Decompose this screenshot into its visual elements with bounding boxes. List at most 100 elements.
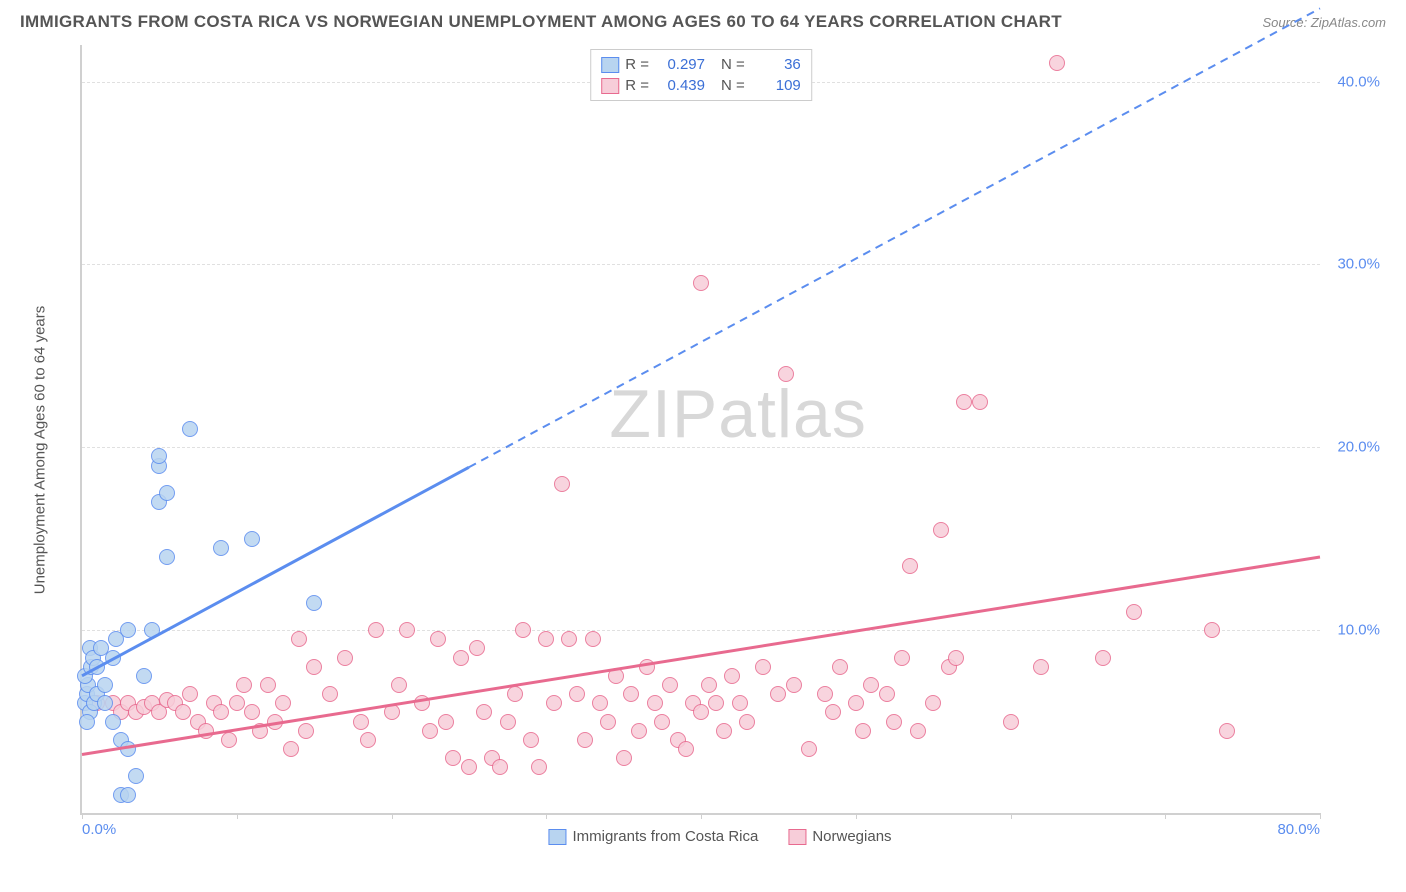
scatter-point — [306, 659, 322, 675]
scatter-point — [353, 714, 369, 730]
x-tick — [392, 813, 393, 819]
scatter-point — [1204, 622, 1220, 638]
scatter-point — [89, 659, 105, 675]
scatter-point — [151, 448, 167, 464]
scatter-point — [879, 686, 895, 702]
scatter-point — [182, 421, 198, 437]
scatter-point — [159, 549, 175, 565]
scatter-point — [701, 677, 717, 693]
scatter-point — [97, 677, 113, 693]
scatter-point — [97, 695, 113, 711]
scatter-point — [693, 275, 709, 291]
source-credit: Source: ZipAtlas.com — [1262, 15, 1386, 30]
scatter-point — [956, 394, 972, 410]
stat-r-value-1: 0.439 — [655, 75, 705, 96]
scatter-point — [600, 714, 616, 730]
stat-n-label: N = — [721, 54, 745, 75]
scatter-point — [639, 659, 655, 675]
gridline — [82, 447, 1320, 448]
scatter-point — [894, 650, 910, 666]
scatter-point — [855, 723, 871, 739]
scatter-point — [848, 695, 864, 711]
scatter-point — [275, 695, 291, 711]
x-tick — [1011, 813, 1012, 819]
watermark: ZIPatlas — [609, 375, 866, 453]
scatter-point — [120, 741, 136, 757]
stat-n-value-1: 109 — [751, 75, 801, 96]
scatter-point — [337, 650, 353, 666]
scatter-point — [298, 723, 314, 739]
gridline — [82, 264, 1320, 265]
scatter-point — [360, 732, 376, 748]
scatter-point — [391, 677, 407, 693]
scatter-point — [554, 476, 570, 492]
scatter-point — [492, 759, 508, 775]
scatter-point — [561, 631, 577, 647]
scatter-point — [159, 485, 175, 501]
scatter-point — [244, 704, 260, 720]
scatter-point — [577, 732, 593, 748]
scatter-point — [1033, 659, 1049, 675]
scatter-point — [422, 723, 438, 739]
x-tick — [82, 813, 83, 819]
x-tick — [1320, 813, 1321, 819]
x-tick — [546, 813, 547, 819]
scatter-point — [786, 677, 802, 693]
scatter-point — [724, 668, 740, 684]
scatter-point — [120, 622, 136, 638]
x-tick — [237, 813, 238, 819]
scatter-point — [384, 704, 400, 720]
scatter-point — [972, 394, 988, 410]
scatter-point — [863, 677, 879, 693]
scatter-point — [198, 723, 214, 739]
x-tick — [856, 813, 857, 819]
scatter-point — [438, 714, 454, 730]
scatter-point — [213, 704, 229, 720]
x-tick — [1165, 813, 1166, 819]
scatter-point — [631, 723, 647, 739]
scatter-point — [739, 714, 755, 730]
scatter-point — [291, 631, 307, 647]
trend-lines — [82, 45, 1320, 813]
scatter-point — [1003, 714, 1019, 730]
plot-area: ZIPatlas R = 0.297 N = 36 R = 0.439 N = … — [80, 45, 1320, 815]
scatter-point — [608, 668, 624, 684]
swatch-series-0 — [548, 829, 566, 845]
scatter-point — [399, 622, 415, 638]
scatter-point — [236, 677, 252, 693]
scatter-point — [1126, 604, 1142, 620]
scatter-point — [79, 714, 95, 730]
swatch-series-1 — [788, 829, 806, 845]
scatter-point — [500, 714, 516, 730]
stat-n-label: N = — [721, 75, 745, 96]
legend-item-0: Immigrants from Costa Rica — [548, 828, 758, 845]
scatter-point — [546, 695, 562, 711]
scatter-point — [260, 677, 276, 693]
y-tick-label: 30.0% — [1337, 256, 1380, 273]
scatter-point — [322, 686, 338, 702]
scatter-point — [136, 668, 152, 684]
scatter-point — [476, 704, 492, 720]
x-tick-label: 0.0% — [82, 821, 116, 838]
scatter-point — [678, 741, 694, 757]
legend-stats-row-0: R = 0.297 N = 36 — [601, 54, 801, 75]
watermark-atlas: atlas — [718, 376, 867, 452]
chart-container: Unemployment Among Ages 60 to 64 years Z… — [50, 45, 1390, 855]
swatch-series-0 — [601, 57, 619, 73]
scatter-point — [933, 522, 949, 538]
scatter-point — [569, 686, 585, 702]
stat-n-value-0: 36 — [751, 54, 801, 75]
scatter-point — [948, 650, 964, 666]
scatter-point — [732, 695, 748, 711]
stat-r-label: R = — [625, 75, 649, 96]
scatter-point — [267, 714, 283, 730]
scatter-point — [430, 631, 446, 647]
scatter-point — [654, 714, 670, 730]
scatter-point — [507, 686, 523, 702]
gridline — [82, 630, 1320, 631]
x-tick-label: 80.0% — [1277, 821, 1320, 838]
scatter-point — [213, 540, 229, 556]
scatter-point — [1219, 723, 1235, 739]
scatter-point — [755, 659, 771, 675]
scatter-point — [817, 686, 833, 702]
